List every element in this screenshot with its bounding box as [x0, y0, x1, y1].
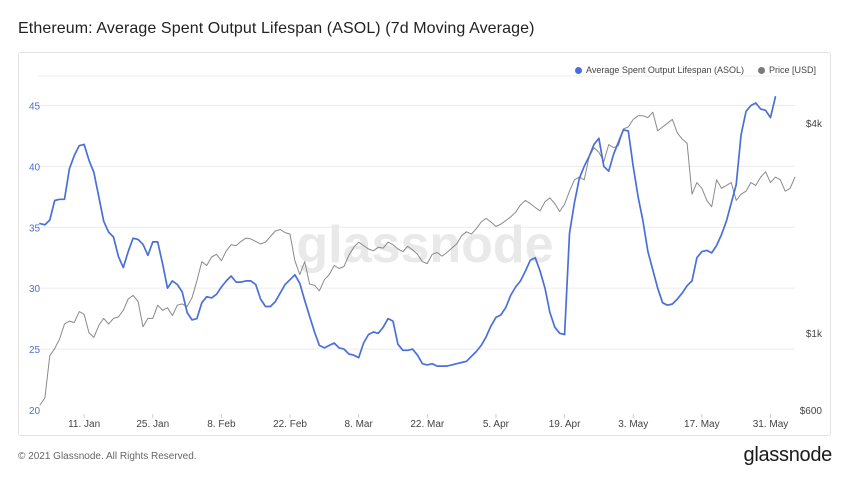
y-right-tick-label-0: $600: [800, 406, 823, 417]
series-line-price: [39, 111, 796, 406]
x-tick-label-1: 25. Jan: [136, 419, 169, 430]
x-tick-label-4: 8. Mar: [344, 419, 373, 430]
y-left-tick-label-1: 25: [29, 345, 41, 356]
y-left-tick-label-2: 30: [29, 284, 41, 295]
copyright-text: © 2021 Glassnode. All Rights Reserved.: [18, 451, 197, 462]
x-tick-label-10: 31. May: [753, 419, 789, 430]
x-tick-label-9: 17. May: [684, 419, 720, 430]
y-left-tick-label-4: 40: [29, 162, 41, 173]
x-tick-label-7: 19. Apr: [549, 419, 581, 430]
legend-item-asol[interactable]: Average Spent Output Lifespan (ASOL): [575, 65, 744, 75]
legend-dot-price-icon: [757, 66, 765, 74]
legend-item-price[interactable]: Price [USD]: [757, 65, 816, 75]
x-tick-label-0: 11. Jan: [68, 419, 100, 430]
x-tick-label-3: 22. Feb: [273, 419, 307, 430]
watermark-text: glassnode: [296, 216, 553, 274]
axis-labels: 20 25 30 35 40 45 $600 $1k $4k 11. Jan 25. Jan 8. F…: [29, 101, 823, 430]
glassnode-logo[interactable]: glassnode: [743, 444, 833, 466]
x-tick-label-6: 5. Apr: [483, 419, 510, 430]
x-tick-label-8: 3. May: [618, 419, 648, 430]
grid-lines: [38, 75, 795, 418]
legend-label-price: Price [USD]: [768, 65, 816, 75]
y-right-tick-label-2: $4k: [806, 119, 823, 130]
legend-dot-asol-icon: [575, 66, 583, 74]
y-left-tick-label-3: 35: [29, 223, 41, 234]
y-right-tick-label-1: $1k: [806, 329, 823, 340]
x-tick-label-2: 8. Feb: [207, 419, 236, 430]
series-lines: [39, 96, 796, 406]
chart-legend: Average Spent Output Lifespan (ASOL) Pri…: [575, 65, 816, 75]
series-line-asol: [39, 96, 777, 367]
chart-panel: Average Spent Output Lifespan (ASOL) Pri…: [18, 52, 831, 436]
chart-title: Ethereum: Average Spent Output Lifespan …: [18, 20, 535, 37]
y-left-tick-label-5: 45: [29, 101, 41, 112]
y-left-tick-label-0: 20: [29, 406, 41, 417]
legend-label-asol: Average Spent Output Lifespan (ASOL): [586, 65, 744, 75]
x-tick-label-5: 22. Mar: [410, 419, 445, 430]
